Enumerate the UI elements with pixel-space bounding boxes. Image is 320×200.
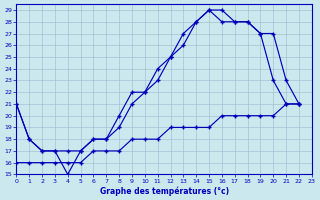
X-axis label: Graphe des températures (°c): Graphe des températures (°c) — [100, 186, 229, 196]
